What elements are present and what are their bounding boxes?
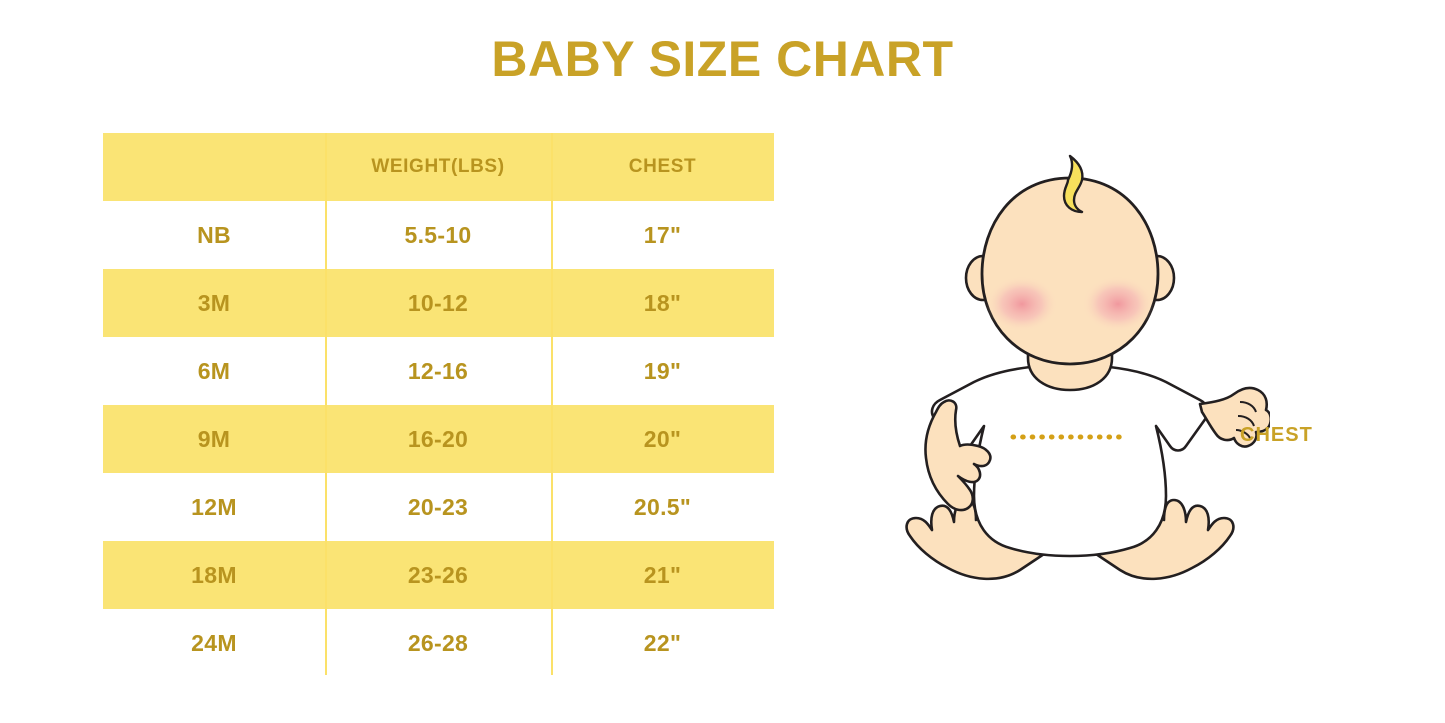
size-chart-table: WEIGHT(LBS) CHEST NB 5.5-10 17" 3M 10-12…	[103, 133, 774, 677]
cell-chest: 17"	[643, 221, 682, 248]
cell-size: 6M	[197, 357, 231, 384]
column-header-weight: WEIGHT(LBS)	[371, 156, 505, 177]
cell-weight: 20-23	[407, 493, 469, 520]
hair-curl-icon	[1062, 154, 1084, 214]
column-header-chest: CHEST	[628, 156, 697, 177]
table-row: NB 5.5-10 17"	[103, 201, 774, 269]
cell-size: 3M	[197, 289, 231, 316]
cell-size: 24M	[191, 629, 237, 656]
table-row: 3M 10-12 18"	[103, 269, 774, 337]
table-row: 9M 16-20 20"	[103, 405, 774, 473]
table-row: 6M 12-16 19"	[103, 337, 774, 405]
cell-chest: 19"	[643, 357, 682, 384]
cell-size: 9M	[197, 425, 231, 452]
cell-chest: 20"	[643, 425, 682, 452]
cell-weight: 23-26	[407, 561, 469, 588]
baby-arms	[924, 386, 1273, 512]
cell-weight: 10-12	[407, 289, 469, 316]
cell-weight: 5.5-10	[404, 221, 472, 248]
table-header-row: WEIGHT(LBS) CHEST	[103, 133, 774, 201]
cell-size: NB	[197, 221, 231, 248]
chest-measurement-label: CHEST	[1240, 424, 1313, 446]
cell-weight: 26-28	[407, 629, 469, 656]
cell-size: 12M	[191, 493, 237, 520]
column-divider-1	[325, 133, 327, 675]
cell-size: 18M	[191, 561, 237, 588]
cell-chest: 21"	[643, 561, 682, 588]
baby-illustration	[870, 150, 1273, 600]
cell-chest: 20.5"	[633, 493, 692, 520]
cell-weight: 12-16	[407, 357, 469, 384]
cell-chest: 22"	[643, 629, 682, 656]
column-divider-2	[551, 133, 553, 675]
blush-right	[1082, 276, 1154, 332]
cell-weight: 16-20	[407, 425, 469, 452]
page-title: BABY SIZE CHART	[491, 31, 954, 87]
table-row: 24M 26-28 22"	[103, 609, 774, 677]
cell-chest: 18"	[643, 289, 682, 316]
blush-left	[986, 276, 1058, 332]
table-row: 12M 20-23 20.5"	[103, 473, 774, 541]
baby-head	[980, 176, 1160, 366]
table-row: 18M 23-26 21"	[103, 541, 774, 609]
